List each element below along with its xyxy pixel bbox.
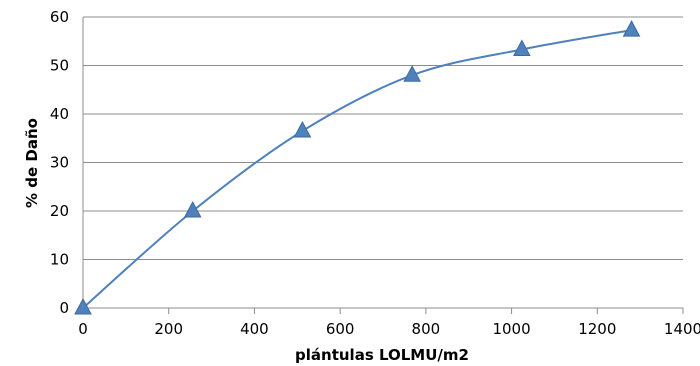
data-point <box>183 200 202 218</box>
x-tick-label: 1400 <box>664 320 700 338</box>
axes <box>82 17 684 314</box>
y-tick-label: 60 <box>50 8 69 26</box>
series-markers <box>74 20 641 315</box>
y-tick-label: 20 <box>50 202 69 220</box>
x-tick-label: 1000 <box>492 320 530 338</box>
x-axis-label: plántulas LOLMU/m2 <box>295 346 469 364</box>
series-line <box>82 29 632 309</box>
gridlines <box>83 16 683 309</box>
x-tick-label: 0 <box>78 320 88 338</box>
data-point <box>513 39 531 56</box>
x-tick-labels: 0 200 400 600 800 1000 1200 1400 <box>78 320 700 338</box>
data-point <box>74 297 92 315</box>
y-tick-labels: 0 10 20 30 40 50 60 <box>50 8 69 317</box>
y-tick-label: 0 <box>59 299 69 317</box>
y-axis-label: % de Daño <box>23 118 41 208</box>
x-tick-label: 800 <box>412 320 441 338</box>
y-tick-label: 50 <box>50 57 69 75</box>
data-point <box>293 120 312 138</box>
x-tick-label: 400 <box>240 320 269 338</box>
y-tick-label: 10 <box>50 251 69 269</box>
x-tick-label: 600 <box>326 320 355 338</box>
data-point <box>403 65 421 82</box>
y-tick-label: 40 <box>50 105 69 123</box>
y-tick-label: 30 <box>50 154 69 172</box>
data-point <box>622 20 641 37</box>
x-tick-label: 200 <box>154 320 183 338</box>
x-tick-label: 1200 <box>578 320 616 338</box>
